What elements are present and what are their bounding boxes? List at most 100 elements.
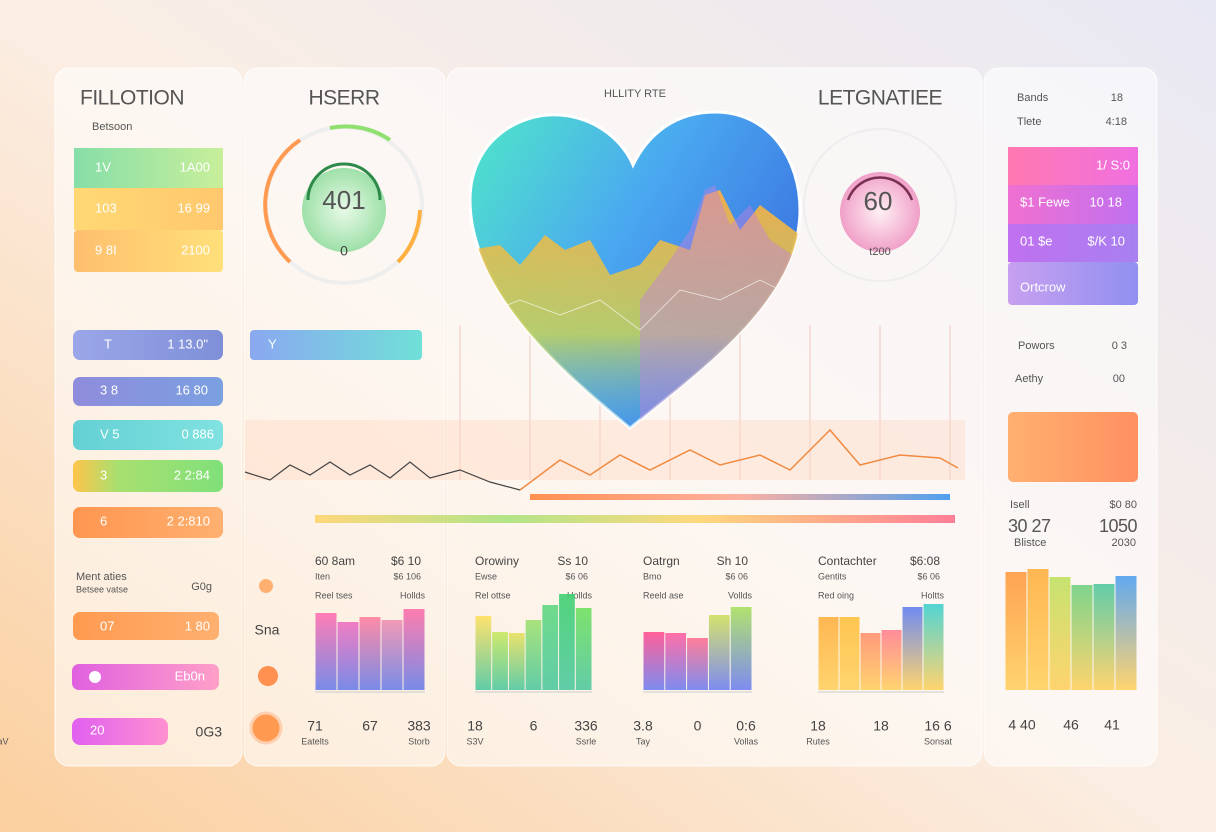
chart-label: 46 (1063, 717, 1079, 733)
bar (559, 594, 575, 690)
gauge-core (302, 168, 386, 252)
bar (1071, 585, 1093, 690)
left-panel: FILLOTION Betsoon 1V 1A00 103 16 99 9 8I… (72, 87, 223, 745)
bar (923, 604, 944, 690)
stat-value: 336 (574, 718, 598, 734)
row-label: 01 $e (1020, 233, 1053, 248)
chart-title: 60 8am (315, 554, 355, 568)
trend-line (519, 428, 959, 491)
row (1008, 185, 1138, 224)
panel-title: HSERR (308, 87, 379, 110)
rainbow-bar (315, 515, 955, 523)
head-label: Tlete (1017, 116, 1041, 128)
icon[interactable] (249, 711, 283, 745)
right-panel: Bands 18 Tlete 4:18 1/ S:0 $1 Fewe 10 18… (1008, 92, 1138, 549)
pill[interactable] (73, 377, 223, 406)
pill-value: 2 2:84 (174, 467, 210, 482)
panel-title: LETGNATIEE (818, 87, 943, 110)
gauge-needle-arc (306, 162, 382, 201)
panel-title: HLLITY RTE (604, 88, 666, 100)
pill-value: 2 2:810 (167, 513, 210, 528)
icon (259, 579, 273, 593)
legend-label: Rel ottse (475, 590, 511, 600)
bar (730, 607, 752, 690)
pill-label: 3 8 (100, 382, 118, 397)
gauge-panel: HSERR 401 0 Y Sna (249, 87, 424, 745)
row-label: 9 8I (95, 242, 117, 257)
stat-value: 18 (873, 718, 889, 734)
head-value: 18 (1111, 92, 1123, 104)
pill-label: 6 (100, 513, 107, 528)
row (74, 188, 223, 230)
chart-title: Contachter (818, 554, 877, 568)
stat-value: 2030 (1112, 537, 1136, 549)
chart-sub-value: $6 06 (565, 571, 588, 581)
bar (818, 617, 839, 690)
stat-label: 30 27 (1008, 516, 1051, 536)
row-label: $1 Fewe (1020, 194, 1070, 209)
bar (525, 620, 542, 690)
pill[interactable] (73, 330, 223, 360)
gauge-arc (329, 124, 392, 142)
gauge-arc (263, 138, 302, 264)
row-value: 10 18 (1089, 194, 1122, 209)
bar (315, 613, 337, 690)
stat-value: 383 (407, 718, 431, 734)
bar (542, 605, 559, 690)
bar (1027, 569, 1049, 690)
bar (337, 622, 359, 690)
chart-sub: Gentits (818, 571, 847, 581)
bar (359, 617, 381, 690)
bar (1115, 576, 1137, 690)
pill-label: V 5 (100, 426, 120, 441)
stat-label: S3V (466, 736, 483, 746)
pill-label: 20 (90, 722, 104, 737)
pill[interactable] (73, 507, 223, 538)
pill[interactable] (73, 460, 223, 492)
pill[interactable] (73, 612, 219, 640)
stat-value: 18 (467, 718, 483, 734)
pill[interactable] (72, 664, 219, 690)
mini-charts: 60 8am $6 10 Iten $6 106 Reel tses Hollds 71 67… (0, 554, 1137, 746)
stat-value: 67 (362, 718, 378, 734)
row-value: 16 99 (177, 200, 210, 215)
item-label: Powors (1018, 340, 1055, 352)
stat-label: Vollas (734, 736, 759, 746)
stat-value: 0 (694, 718, 702, 734)
stat-label: Eatelts (301, 736, 329, 746)
row-label: Ortcrow (1020, 279, 1066, 294)
chart-title: Orowiny (475, 554, 519, 568)
stat-value: 71 (307, 718, 323, 734)
bar (508, 633, 525, 690)
gauge-arc (396, 209, 422, 264)
chart-value: $6 10 (391, 554, 421, 568)
legend-label: Reel tses (315, 590, 353, 600)
bar (492, 632, 508, 690)
bar (643, 632, 665, 690)
pill[interactable] (72, 718, 168, 745)
pill-value: 1 80 (185, 618, 210, 633)
stat-label: Storb (408, 736, 430, 746)
bar (902, 607, 923, 690)
icon (89, 671, 101, 683)
highlight-block (1008, 412, 1138, 482)
bar (1093, 584, 1115, 690)
bar (665, 633, 687, 690)
row (1008, 147, 1138, 185)
icon (258, 666, 278, 686)
bar-label: Y (268, 336, 277, 351)
section-subtitle: Betsee vatse (76, 584, 128, 594)
bar (575, 608, 592, 690)
chart-sub: Bmo (643, 571, 662, 581)
legend-value: Hollds (400, 590, 426, 600)
bar (475, 616, 492, 690)
section-value: G0g (191, 581, 212, 593)
stat-value: 1050 (1099, 516, 1138, 536)
stat-label: SaV (0, 736, 9, 746)
gauge-ring (803, 128, 957, 282)
gauge-sub: t200 (869, 246, 890, 258)
chart-label: 4 40 (1008, 717, 1035, 733)
chart-label: 41 (1104, 717, 1120, 733)
pill[interactable] (73, 420, 223, 450)
stat-label: Isell (1010, 499, 1030, 511)
